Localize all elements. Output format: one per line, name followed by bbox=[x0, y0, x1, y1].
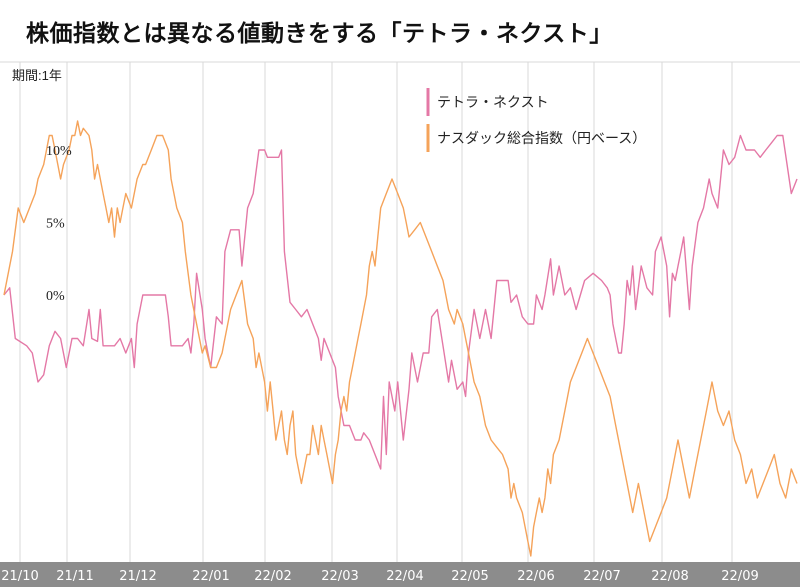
x-tick-label: 22/03 bbox=[321, 569, 358, 584]
x-tick-label: 22/01 bbox=[192, 569, 229, 584]
page-title: 株価指数とは異なる値動きをする「テトラ・ネクスト」 bbox=[26, 21, 613, 47]
grid-lines bbox=[0, 61, 800, 562]
x-tick-label: 21/11 bbox=[56, 569, 93, 584]
y-tick-label: 0% bbox=[46, 289, 65, 304]
x-tick-label: 22/07 bbox=[583, 569, 620, 584]
x-tick-label: 22/02 bbox=[254, 569, 291, 584]
legend: テトラ・ネクスト ナスダック総合指数（円ベース） bbox=[426, 88, 646, 152]
legend-label-tetra: テトラ・ネクスト bbox=[437, 95, 549, 111]
series-lines bbox=[3, 120, 798, 557]
x-tick-labels: 21/10 21/11 21/12 22/01 22/02 22/03 22/04 22/05… bbox=[1, 569, 758, 584]
y-tick-label: 10% bbox=[46, 144, 72, 159]
legend-label-nasdaq: ナスダック総合指数（円ベース） bbox=[437, 131, 646, 147]
x-tick-label: 22/05 bbox=[451, 569, 488, 584]
series-line-tetra bbox=[3, 134, 798, 470]
x-tick-label: 22/09 bbox=[721, 569, 758, 584]
x-tick-label: 21/12 bbox=[119, 569, 156, 584]
x-tick-label: 21/10 bbox=[1, 569, 38, 584]
y-tick-labels: 10% 5% 0% bbox=[46, 144, 72, 304]
x-tick-label: 22/06 bbox=[517, 569, 554, 584]
series-line-nasdaq bbox=[3, 120, 798, 557]
y-tick-label: 5% bbox=[46, 217, 65, 232]
x-tick-label: 22/04 bbox=[386, 569, 423, 584]
x-axis-band bbox=[0, 562, 800, 587]
plot-background bbox=[0, 62, 800, 562]
x-tick-label: 22/08 bbox=[651, 569, 688, 584]
period-label: 期間:1年 bbox=[12, 68, 62, 83]
